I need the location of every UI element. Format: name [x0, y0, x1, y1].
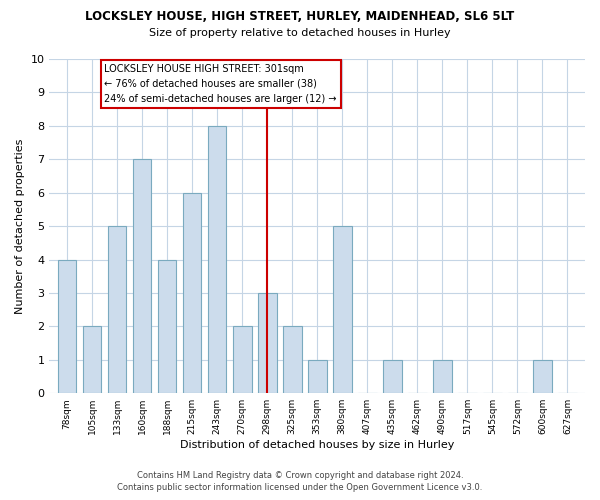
- Bar: [158, 260, 176, 393]
- Bar: [308, 360, 326, 393]
- Bar: [258, 293, 277, 393]
- Bar: [182, 192, 202, 393]
- Bar: [208, 126, 226, 393]
- Bar: [233, 326, 251, 393]
- Bar: [283, 326, 302, 393]
- Y-axis label: Number of detached properties: Number of detached properties: [15, 138, 25, 314]
- Bar: [333, 226, 352, 393]
- Text: LOCKSLEY HOUSE, HIGH STREET, HURLEY, MAIDENHEAD, SL6 5LT: LOCKSLEY HOUSE, HIGH STREET, HURLEY, MAI…: [85, 10, 515, 23]
- Text: LOCKSLEY HOUSE HIGH STREET: 301sqm
← 76% of detached houses are smaller (38)
24%: LOCKSLEY HOUSE HIGH STREET: 301sqm ← 76%…: [104, 64, 337, 104]
- Text: Size of property relative to detached houses in Hurley: Size of property relative to detached ho…: [149, 28, 451, 38]
- Bar: [133, 160, 151, 393]
- Text: Contains HM Land Registry data © Crown copyright and database right 2024.
Contai: Contains HM Land Registry data © Crown c…: [118, 471, 482, 492]
- Bar: [107, 226, 127, 393]
- Bar: [83, 326, 101, 393]
- Bar: [58, 260, 76, 393]
- Bar: [533, 360, 552, 393]
- Bar: [383, 360, 401, 393]
- Bar: [433, 360, 452, 393]
- X-axis label: Distribution of detached houses by size in Hurley: Distribution of detached houses by size …: [180, 440, 454, 450]
